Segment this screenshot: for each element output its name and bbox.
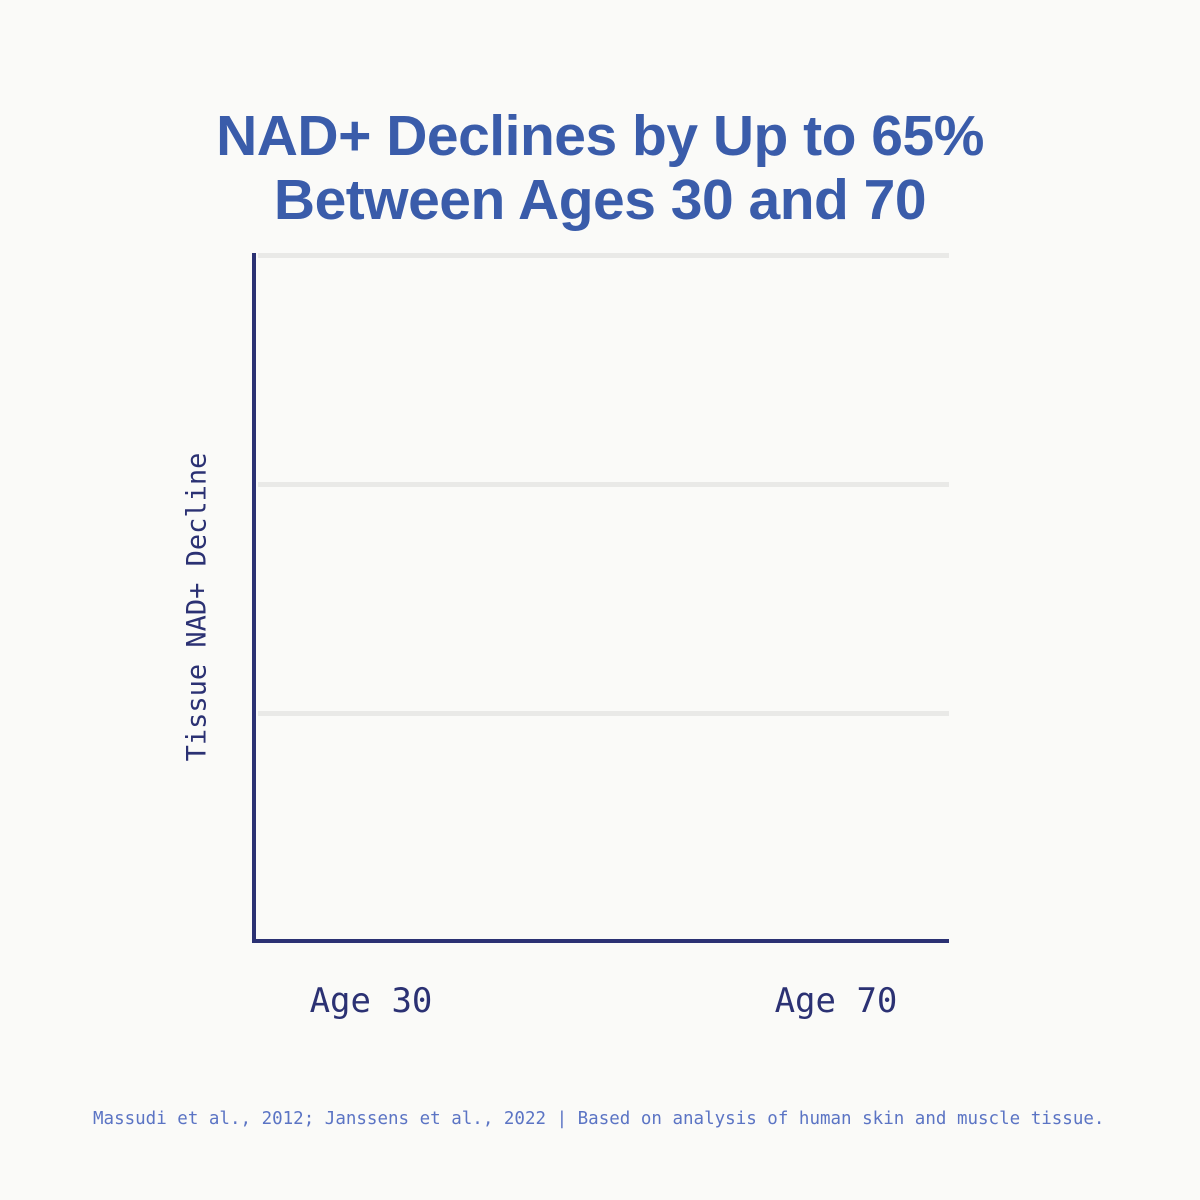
chart-title-line2: Between Ages 30 and 70	[273, 168, 927, 232]
gridline-top	[258, 253, 949, 258]
gridline-middle	[258, 482, 949, 487]
plot-area	[252, 253, 949, 943]
chart-title-line1: NAD+ Declines by Up to 65%	[216, 104, 984, 168]
x-tick-label-age-30: Age 30	[309, 981, 433, 1021]
gridline-bottom	[258, 711, 949, 716]
chart-title: NAD+ Declines by Up to 65% Between Ages …	[0, 104, 1200, 232]
y-axis-label: Tissue NAD+ Decline	[181, 452, 213, 762]
source-citation: Massudi et al., 2012; Janssens et al., 2…	[93, 1109, 1105, 1129]
x-tick-label-age-70: Age 70	[774, 981, 898, 1021]
